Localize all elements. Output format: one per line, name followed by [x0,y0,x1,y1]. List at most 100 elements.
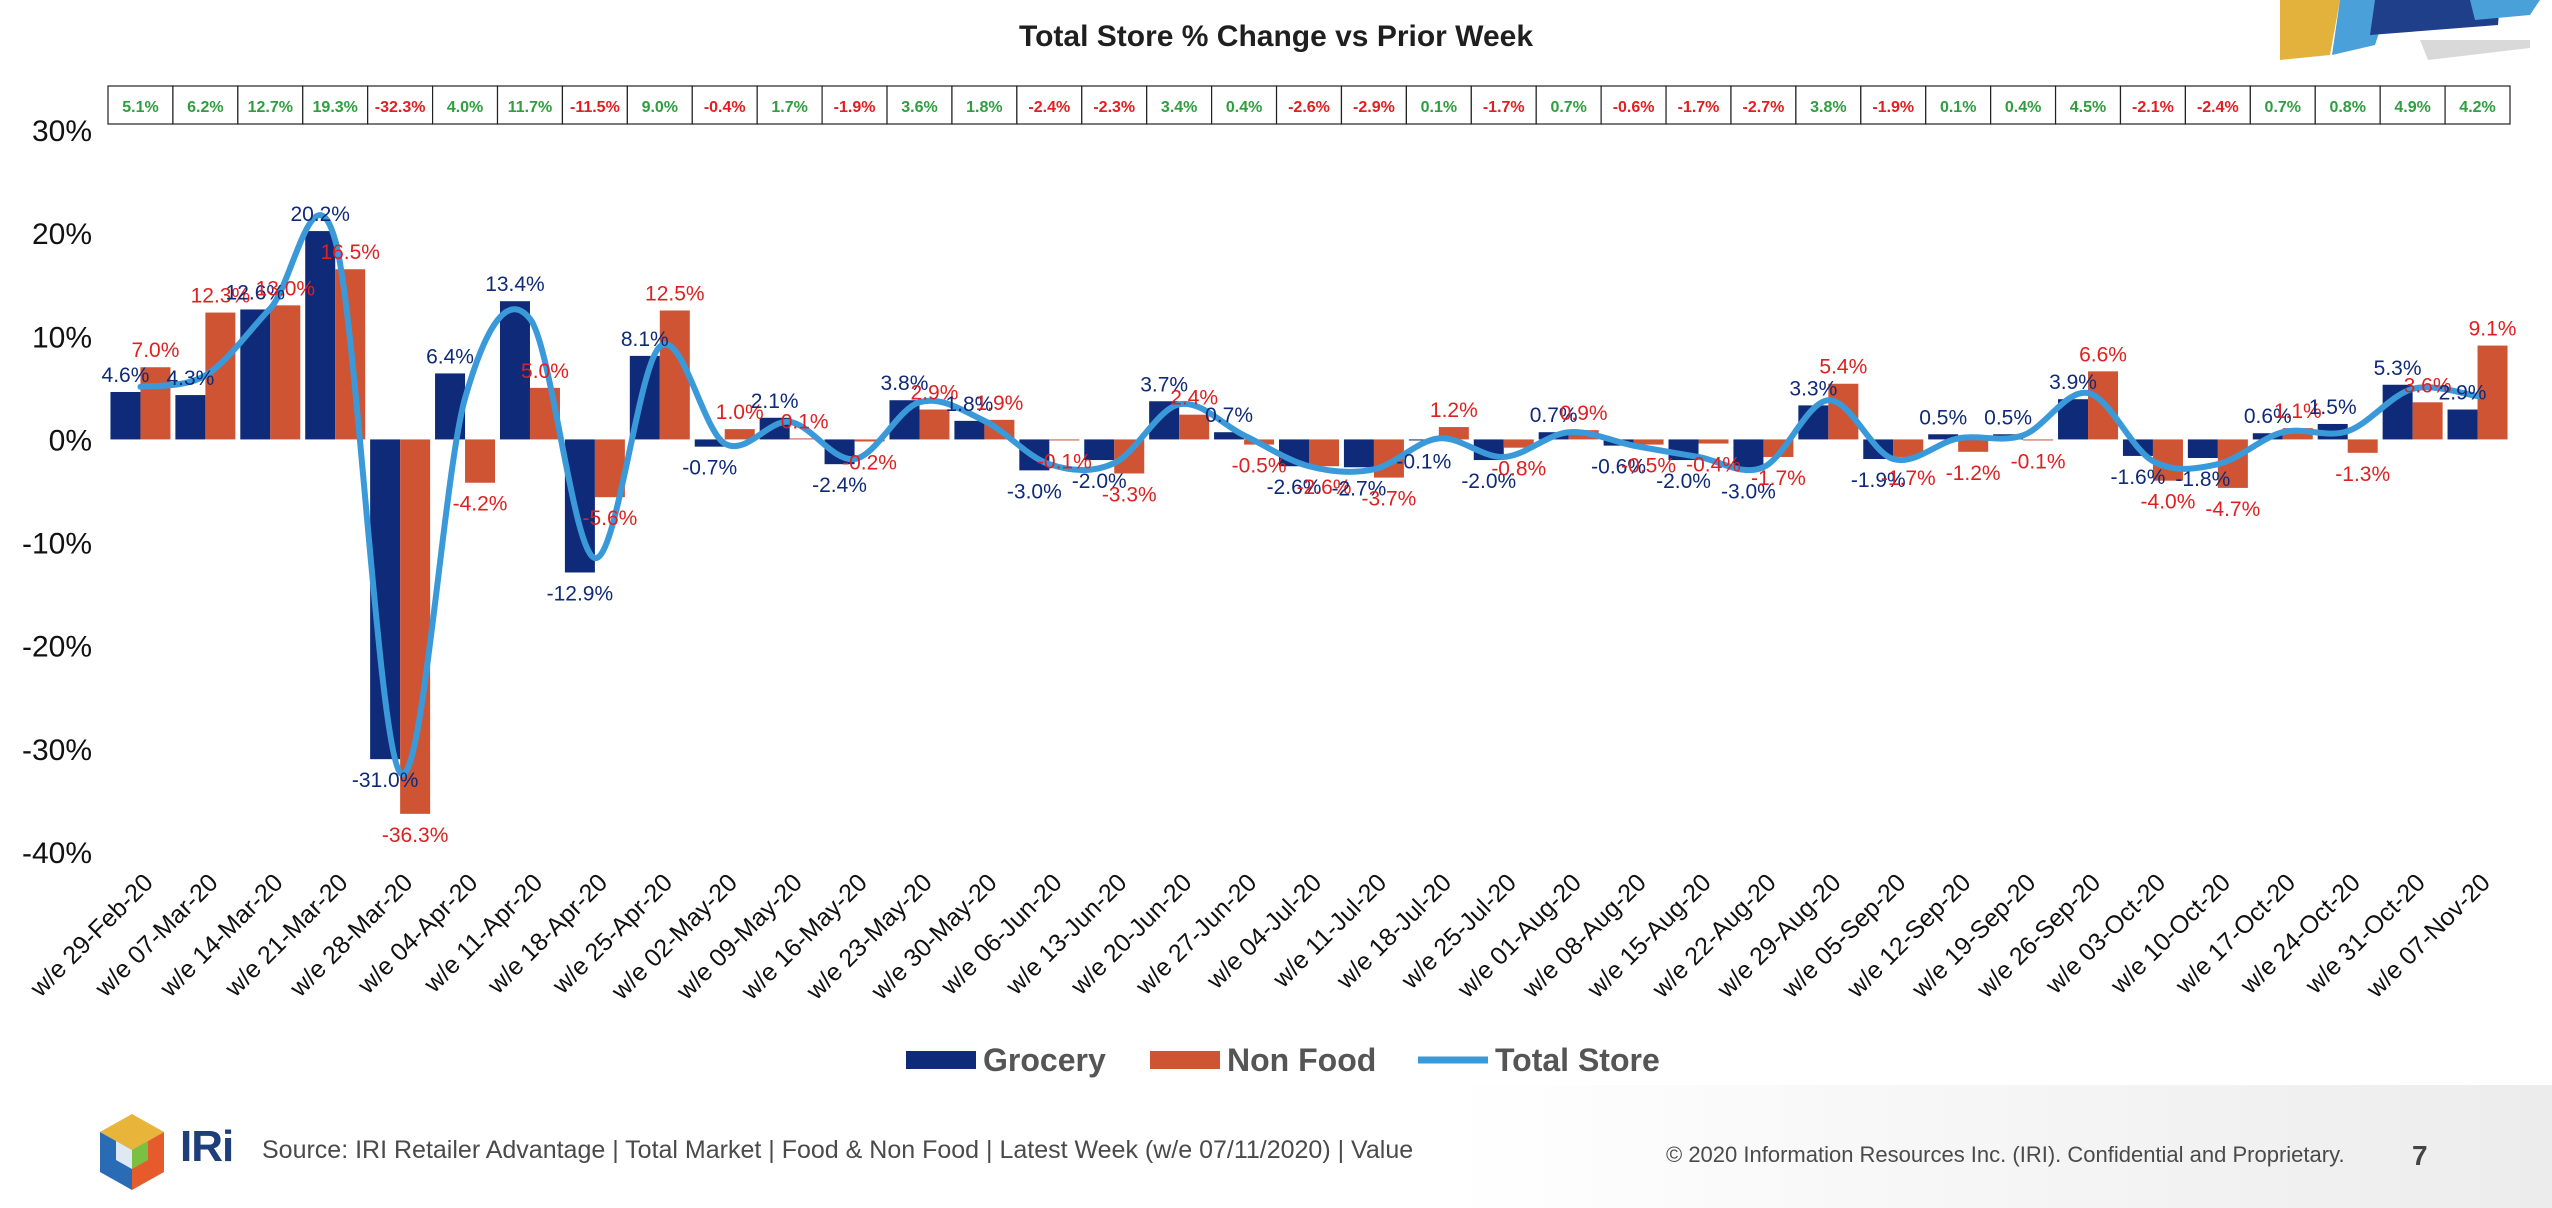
non-food-data-label: 5.0% [521,360,569,383]
table-cell-value: -2.4% [1028,99,1070,116]
table-cell [302,85,369,125]
table-cell [1795,85,1862,125]
table-cell [2314,85,2381,125]
table-cell-value: 3.6% [901,99,937,116]
non-food-bar [2347,439,2378,453]
non-food-bar [1309,439,1339,467]
non-food-bar [1503,439,1534,448]
table-cell-value: 0.4% [1226,99,1262,116]
table-cell-value: 3.4% [1161,99,1197,116]
grocery-data-label: 4.6% [102,364,150,387]
table-cell-value: 0.1% [1940,99,1976,116]
table-cell [2054,85,2122,125]
table-cell-value: 0.8% [2329,99,2365,116]
grocery-data-label: 8.1% [621,328,669,351]
non-food-bar [270,305,301,440]
table-cell [1860,85,1927,125]
non-food-data-label: 0.1% [781,410,829,433]
grocery-bar [2187,439,2218,458]
table-cell [1600,85,1667,125]
grocery-data-label: -31.0% [352,769,419,792]
grocery-data-label: 0.5% [1984,406,2032,429]
table-cell-value: -1.7% [1483,99,1525,116]
total-store-line [137,212,2481,778]
non-food-data-label: 1.1% [2274,400,2322,423]
non-food-data-label: -1.2% [1946,462,2001,485]
table-cell-value: 5.1% [122,99,158,116]
non-food-bar [1893,439,1924,457]
non-food-data-label: 16.5% [320,241,380,264]
non-food-data-label: -0.1% [1037,450,1092,473]
non-food-data-label: -0.4% [1686,454,1741,477]
table-cell [496,85,564,125]
legend-grocery-label: Grocery [983,1042,1106,1078]
non-food-bar [1633,439,1664,445]
y-tick-label: -10% [22,528,92,561]
legend: Grocery Non Food Total Store [906,1042,1660,1078]
non-food-data-label: -4.7% [2205,498,2260,521]
y-axis: 30% 20% 10% 0% -10% -20% -30% -40% [22,115,92,870]
non-food-data-label: 1.0% [716,401,764,424]
grocery-data-label: 20.2% [290,203,350,226]
non-food-data-label: 2.9% [911,382,959,405]
table-cell [237,85,304,125]
grocery-data-label: 3.9% [2049,371,2097,394]
grocery-data-label: -2.7% [1331,477,1386,500]
grocery-data-label: -2.4% [812,474,867,497]
grocery-data-label: -1.8% [2175,468,2230,491]
table-cell [756,85,823,125]
table-cell [691,85,758,125]
non-food-data-label: -2.6% [1297,476,1352,499]
table-cell-value: -2.6% [1288,99,1330,116]
table-cell-value: -2.4% [2197,99,2239,116]
non-food-data-label: 6.6% [2079,343,2127,366]
copyright-note: © 2020 Information Resources Inc. (IRI).… [1666,1142,2345,1167]
non-food-data-label: 5.4% [1819,356,1867,379]
grocery-data-label: 0.7% [1205,404,1253,427]
y-tick-label: 0% [49,424,92,457]
iri-logo-icon [100,1114,164,1190]
non-food-data-label: 1.9% [975,392,1023,415]
non-food-data-label: -1.3% [2335,463,2390,486]
data-table: 5.1% 6.2% 12.7% 19.3% -32.3% 4.0% 11.7% -11.5% 9… [107,85,2511,125]
y-tick-label: -20% [22,631,92,664]
table-cell-value: -2.1% [2132,99,2174,116]
table-cell-value: -11.5% [570,99,620,116]
grocery-bar [2447,409,2478,440]
table-cell [1925,85,1992,125]
grocery-bar [175,395,206,440]
y-tick-label: 20% [32,218,92,251]
non-food-data-label: 12.3% [191,285,251,308]
grocery-bar [1733,439,1764,471]
non-food-bar [659,310,690,440]
grocery-data-label: -3.0% [1007,480,1062,503]
x-axis: w/e 29-Feb-20w/e 07-Mar-20w/e 14-Mar-20w… [24,868,2496,1005]
grocery-data-label: 0.7% [1530,404,1578,427]
table-cell [1081,85,1148,125]
grocery-data-label: -1.6% [2111,466,2166,489]
non-food-bar [1049,439,1080,441]
non-food-bar [724,429,755,440]
grocery-data-label: -0.1% [1396,450,1451,473]
grocery-data-label: 12.6% [226,281,286,304]
grocery-data-label: 0.6% [2244,405,2292,428]
non-food-bar [2152,439,2183,481]
grocery-data-label: 1.8% [945,393,993,416]
table-cell-value: -1.9% [1872,99,1914,116]
table-cell [1665,85,1732,125]
table-cell-value: 0.7% [1550,99,1586,116]
non-food-data-label: -4.0% [2141,491,2196,514]
grocery-data-label: 0.5% [1919,406,1967,429]
non-food-bar [2412,402,2443,440]
source-note: Source: IRI Retailer Advantage | Total M… [262,1136,1414,1164]
table-cell-value: -0.6% [1613,99,1655,116]
table-cell-value: 6.2% [187,99,223,116]
table-cell [821,85,888,125]
non-food-data-label: 2.4% [1170,387,1218,410]
grocery-bar [1084,439,1115,461]
non-food-bar [205,312,236,440]
table-cell-value: 0.4% [2005,99,2041,116]
page-number: 7 [2412,1140,2428,1171]
grocery-data-label: -2.0% [1072,470,1127,493]
grocery-data-label: -2.0% [1461,470,1516,493]
